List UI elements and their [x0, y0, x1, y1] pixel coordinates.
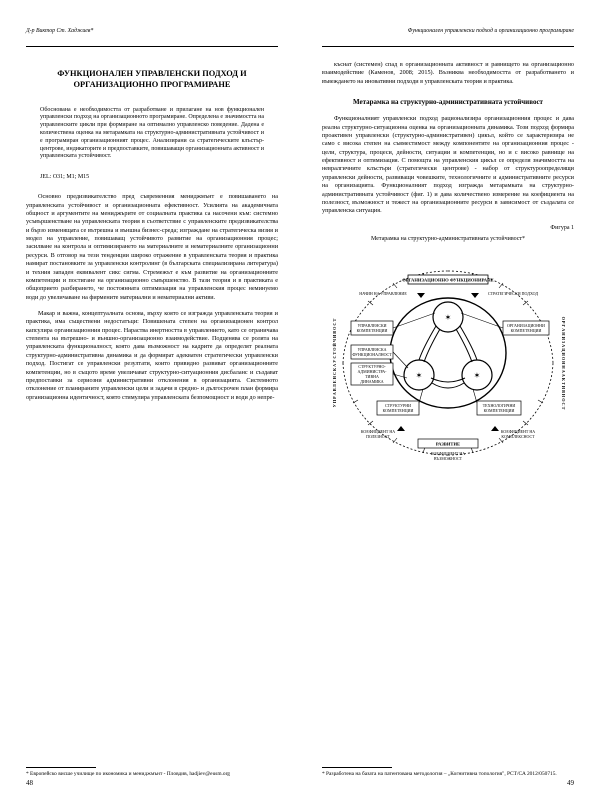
- svg-text:КОМПЛЕКСНОСТ: КОМПЛЕКСНОСТ: [501, 434, 535, 439]
- svg-text:КОМПЕТЕНЦИИ: КОМПЕТЕНЦИИ: [484, 408, 515, 413]
- footnote-right: * Разработена на базата на патентована м…: [322, 771, 574, 778]
- abstract: Обоснована е необходимостта от разработв…: [40, 107, 264, 162]
- article-title: ФУНКЦИОНАЛЕН УПРАВЛЕНСКИ ПОДХОД И ОРГАНИ…: [26, 69, 278, 91]
- title-line-2: ОРГАНИЗАЦИОННО ПРОГРАМИРАНЕ: [26, 80, 278, 91]
- paragraph-3: Функционалният управленски подход рацион…: [322, 115, 574, 215]
- running-head-right: Функционален управленски подход и органи…: [322, 28, 574, 36]
- page-number-right: 49: [567, 779, 574, 788]
- diag-bottom-banner: РАЗВИТИЕ: [436, 441, 460, 446]
- running-head-left: Д-р Виктор Ст. Хаджиев*: [26, 28, 278, 36]
- page-left: Д-р Виктор Ст. Хаджиев* ФУНКЦИОНАЛЕН УПР…: [0, 0, 300, 800]
- figure-title: Метарамка на структурно-административнат…: [322, 235, 574, 243]
- svg-text:КОМПЕТЕНЦИИ: КОМПЕТЕНЦИИ: [383, 408, 414, 413]
- right-content: къснат (системен) спад в организационнат…: [322, 61, 574, 778]
- page-spread: Д-р Виктор Ст. Хаджиев* ФУНКЦИОНАЛЕН УПР…: [0, 0, 600, 800]
- svg-text:ДИНАМИКА: ДИНАМИКА: [360, 379, 384, 384]
- page-number-left: 48: [26, 779, 33, 788]
- paragraph-2: Макар и важна, концептуалната основа, въ…: [26, 310, 278, 402]
- paragraph-1: Основно предизвикателство пред съвременн…: [26, 193, 278, 302]
- title-line-1: ФУНКЦИОНАЛЕН УПРАВЛЕНСКИ ПОДХОД И: [26, 69, 278, 80]
- header-rule-right: [322, 46, 574, 47]
- arc-right-label: О Р Г А Н И З А Ц И О Н Н А А К Т И В Н …: [561, 316, 566, 409]
- page-right: Функционален управленски подход и органи…: [300, 0, 600, 800]
- arc-left-label: У П Р А В Л Е Н С К А У С Т О Й Ч И В О …: [332, 318, 337, 407]
- header-rule: [26, 46, 278, 47]
- diag-top-banner: ОРГАНИЗАЦИОННО ФУНКЦИОНИРАНЕ: [402, 277, 494, 282]
- left-content: ФУНКЦИОНАЛЕН УПРАВЛЕНСКИ ПОДХОД И ОРГАНИ…: [26, 61, 278, 778]
- svg-text:✶: ✶: [474, 371, 481, 380]
- figure-number: Фигура 1: [322, 224, 574, 232]
- author-name: Д-р Виктор Ст. Хаджиев*: [26, 28, 93, 36]
- running-title: Функционален управленски подход и органи…: [408, 28, 574, 36]
- section-heading: Метарамка на структурно-административнат…: [322, 98, 574, 107]
- jel-codes: JEL: O31; M1; M15: [40, 173, 264, 181]
- paragraph-cont: къснат (системен) спад в организационнат…: [322, 61, 574, 86]
- svg-text:✶: ✶: [445, 313, 452, 322]
- svg-text:ВЪЗМОЖНОСТ: ВЪЗМОЖНОСТ: [434, 456, 463, 461]
- footnote-left: * Европейско висше училище по икономика …: [26, 771, 278, 778]
- figure-diagram: ОРГАНИЗАЦИОННО ФУНКЦИОНИРАНЕ НАЧИН НА УП…: [322, 253, 574, 463]
- footnote-rule-left: [26, 767, 96, 768]
- svg-text:ПОЛЕЗНОСТ: ПОЛЕЗНОСТ: [366, 434, 390, 439]
- svg-text:✶: ✶: [416, 371, 423, 380]
- diag-right-top: СТРАТЕГИЧЕСКИ ПОДХОД: [488, 291, 538, 296]
- svg-text:КОМПЕТЕНЦИИ: КОМПЕТЕНЦИИ: [357, 328, 388, 333]
- svg-text:ФУНКЦИОНАЛНОСТ: ФУНКЦИОНАЛНОСТ: [352, 352, 392, 357]
- svg-text:КОМПЕТЕНЦИИ: КОМПЕТЕНЦИИ: [511, 328, 542, 333]
- diag-left-top: НАЧИН НА УПРАВЛЕНИЕ: [359, 291, 407, 296]
- footnote-rule-right: [322, 767, 392, 768]
